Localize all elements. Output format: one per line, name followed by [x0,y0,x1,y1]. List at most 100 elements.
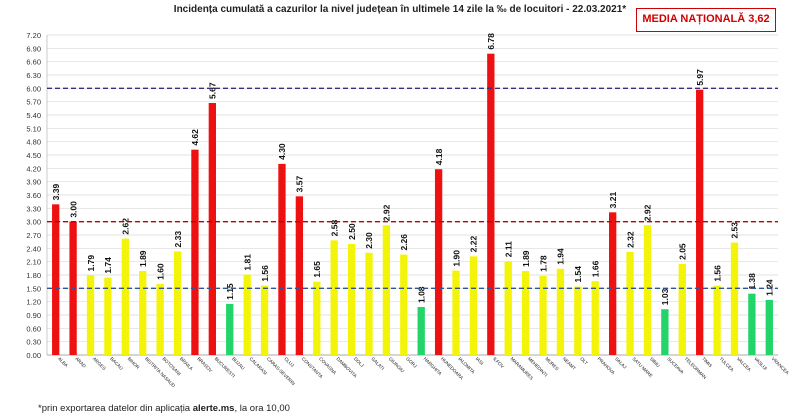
footnote-app-name: alerte.ms [192,403,235,414]
bar-teleorman [678,263,686,355]
data-label: 1.38 [747,273,757,290]
y-tick-label: 7.20 [26,31,41,40]
bar-alba [52,204,60,355]
bar-satu-mare [626,251,634,355]
x-tick-label: TIMIS [701,356,713,368]
x-tick-label: VRANCEA [771,356,791,376]
bar-timis [696,89,704,356]
x-tick-label: ALBA [57,356,70,369]
bar-dolj [347,243,356,355]
data-label: 2.62 [121,218,131,235]
data-label: 2.05 [678,243,688,260]
bar-iasi [469,256,478,355]
data-label: 1.94 [556,248,566,265]
y-tick-label: 4.80 [26,138,41,147]
bar-sibiu [643,225,652,355]
bar-brasov [191,149,199,355]
data-label: 1.24 [765,279,775,296]
x-tick-label: OLT [579,356,589,366]
national-average-box: MEDIA NAȚIONALĂ 3,62 [636,8,776,32]
footnote-prefix: *prin exportarea datelor din aplicația [38,403,193,414]
data-label: 1.65 [312,261,322,278]
bar-calarasi [243,274,251,355]
data-label: 3.57 [295,176,305,193]
y-tick-label: 0.00 [26,351,41,360]
x-tick-label: DOLJ [353,356,365,368]
data-label: 2.92 [382,204,392,221]
data-label: 2.22 [469,236,479,253]
bar-valcea [730,242,739,355]
bar-cluj [278,163,286,355]
x-tick-label: GORJ [405,356,418,369]
data-label: 2.26 [399,234,409,251]
y-tick-label: 2.70 [26,231,41,240]
data-label: 2.53 [730,222,740,239]
bar-dambovita [330,240,338,355]
y-tick-label: 3.90 [26,178,41,187]
bar-mures [539,275,547,355]
y-tick-label: 1.80 [26,271,41,280]
x-tick-label: VALCEA [736,356,753,373]
chart-title: Incidența cumulată a cazurilor la nivel … [173,4,627,15]
bar-harghita [417,307,425,355]
y-tick-label: 6.90 [26,44,41,53]
y-tick-label: 0.90 [26,311,41,320]
y-tick-label: 2.40 [26,244,41,253]
y-tick-label: 5.10 [26,124,41,133]
bar-ilfov [487,53,495,356]
bar-gorj [400,254,408,355]
bar-salaj [608,212,617,355]
bar-buzau [226,303,234,355]
x-tick-label: BUZAU [231,356,246,371]
x-tick-label: TULCEA [718,356,735,373]
data-label: 1.03 [660,288,670,305]
data-label: 1.66 [591,260,601,277]
data-label: 1.15 [225,283,235,300]
y-tick-label: 4.20 [26,164,41,173]
data-label: 1.89 [138,250,148,267]
bar-hunedoara [434,169,443,355]
data-label: 6.78 [486,33,496,50]
data-label: 1.74 [103,257,113,274]
x-tick-label: NEAMT [562,356,577,371]
x-tick-label: ILFOV [492,356,506,370]
x-tick-label: MURES [544,356,559,371]
data-label: 1.56 [260,265,270,282]
data-label: 2.11 [503,241,513,257]
x-tick-label: IASI [475,356,485,366]
y-tick-label: 3.30 [26,204,41,213]
x-tick-label: SUCEAVA [666,356,685,375]
data-label: 3.21 [608,192,618,209]
bar-mehedinti [521,271,530,355]
data-label: 2.50 [347,223,357,240]
bar-vrancea [765,299,773,355]
footnote: *prin exportarea datelor din aplicația a… [38,403,290,414]
bar-covasna [313,281,321,355]
y-tick-label: 4.50 [26,151,41,160]
y-tick-label: 1.20 [26,298,41,307]
y-tick-label: 6.00 [26,84,41,93]
x-tick-label: CLUJ [283,356,295,368]
bar-galati [365,252,373,355]
bar-giurgiu [382,225,391,355]
data-label: 2.58 [329,220,339,237]
x-tick-label: CALARASI [248,356,268,376]
x-tick-label: GIURGIU [388,356,405,373]
x-tick-label: ARAD [74,356,87,369]
x-tick-label: BISTRITA NASAUD [144,356,177,389]
x-tick-label: BIHOR [127,356,141,370]
bar-arges [86,275,95,355]
data-label: 5.67 [208,82,218,99]
data-label: 4.30 [277,143,287,160]
data-label: 5.97 [695,69,705,86]
data-label: 1.78 [538,255,548,272]
bar-tulcea [713,285,721,355]
bar-braila [173,251,182,355]
data-label: 2.30 [364,232,374,249]
y-tick-label: 0.60 [26,324,41,333]
data-label: 2.32 [625,231,635,248]
data-label: 1.54 [573,266,583,283]
bar-caras-severin [260,285,269,355]
y-tick-label: 1.50 [26,284,41,293]
